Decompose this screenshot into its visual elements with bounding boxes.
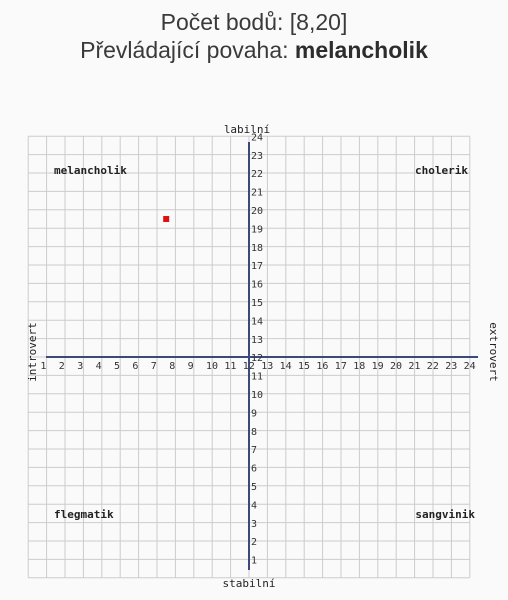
axis-label-top: labilní [224, 123, 270, 136]
y-tick-label: 14 [251, 316, 263, 327]
axis-label-right: extrovert [487, 322, 500, 382]
y-tick-label: 24 [251, 132, 263, 143]
x-tick-labels: 1 2 3 4 5 6 7 8 9 10 11 12 13 14 15 16 17 18 19 20 21 22 23 24 [40, 361, 475, 372]
x-tick-label: 8 [169, 361, 175, 372]
x-tick-label: 13 [261, 361, 273, 372]
y-tick-label: 2 [251, 537, 257, 548]
y-tick-label: 10 [251, 390, 263, 401]
axis-label-bottom: stabilní [223, 577, 276, 590]
x-tick-label: 23 [445, 361, 457, 372]
temperament-heading: Převládající povaha: melancholik [0, 36, 508, 64]
x-tick-label: 4 [96, 361, 102, 372]
axes [46, 142, 478, 570]
y-tick-label: 16 [251, 280, 263, 291]
quadrant-label-bottom-right: sangvinik [415, 508, 475, 521]
x-tick-label: 15 [298, 361, 310, 372]
y-tick-label: 9 [251, 408, 257, 419]
y-tick-label: 15 [251, 298, 263, 309]
x-tick-label: 18 [353, 361, 365, 372]
score-label: Počet bodů: [160, 9, 290, 35]
x-tick-label: 6 [132, 361, 138, 372]
x-tick-label: 11 [224, 361, 236, 372]
y-tick-label: 21 [251, 188, 263, 199]
y-tick-label: 18 [251, 243, 263, 254]
x-tick-label: 9 [188, 361, 194, 372]
y-tick-label: 23 [251, 151, 263, 162]
temperament-value: melancholik [294, 37, 428, 63]
x-tick-label: 17 [335, 361, 347, 372]
y-tick-label: 19 [251, 224, 263, 235]
x-tick-label: 14 [280, 361, 292, 372]
y-tick-label: 12 [251, 353, 263, 364]
score-value: [8,20] [289, 9, 348, 35]
quadrant-label-top-right: cholerik [415, 164, 468, 177]
x-tick-label: 16 [316, 361, 328, 372]
y-tick-label: 17 [251, 261, 263, 272]
x-tick-label: 24 [464, 361, 476, 372]
x-tick-label: 7 [151, 361, 157, 372]
x-tick-label: 3 [77, 361, 83, 372]
x-tick-label: 12 [243, 361, 255, 372]
x-tick-label: 2 [59, 361, 65, 372]
y-tick-label: 20 [251, 206, 263, 217]
y-tick-label: 8 [251, 427, 257, 438]
x-tick-label: 10 [206, 361, 218, 372]
quadrant-label-top-left: melancholik [54, 164, 127, 177]
y-tick-label: 7 [251, 445, 257, 456]
y-tick-label: 4 [251, 500, 257, 511]
y-tick-label: 13 [251, 335, 263, 346]
y-tick-label: 1 [251, 556, 257, 567]
data-point [163, 216, 170, 222]
temperament-label: Převládající povaha: [80, 37, 295, 63]
x-tick-label: 19 [372, 361, 384, 372]
data-points [163, 216, 170, 222]
x-tick-label: 5 [114, 361, 120, 372]
y-tick-label: 3 [251, 519, 257, 530]
x-tick-label: 1 [40, 361, 46, 372]
y-tick-label: 5 [251, 482, 257, 493]
score-heading: Počet bodů: [8,20] [0, 8, 508, 36]
axis-label-left: introvert [26, 322, 39, 382]
x-tick-label: 22 [427, 361, 439, 372]
y-tick-label: 11 [251, 372, 263, 383]
x-tick-label: 20 [390, 361, 402, 372]
quadrant-label-bottom-left: flegmatik [54, 508, 114, 521]
x-tick-label: 21 [408, 361, 420, 372]
y-tick-label: 22 [251, 169, 263, 180]
y-tick-label: 6 [251, 464, 257, 475]
